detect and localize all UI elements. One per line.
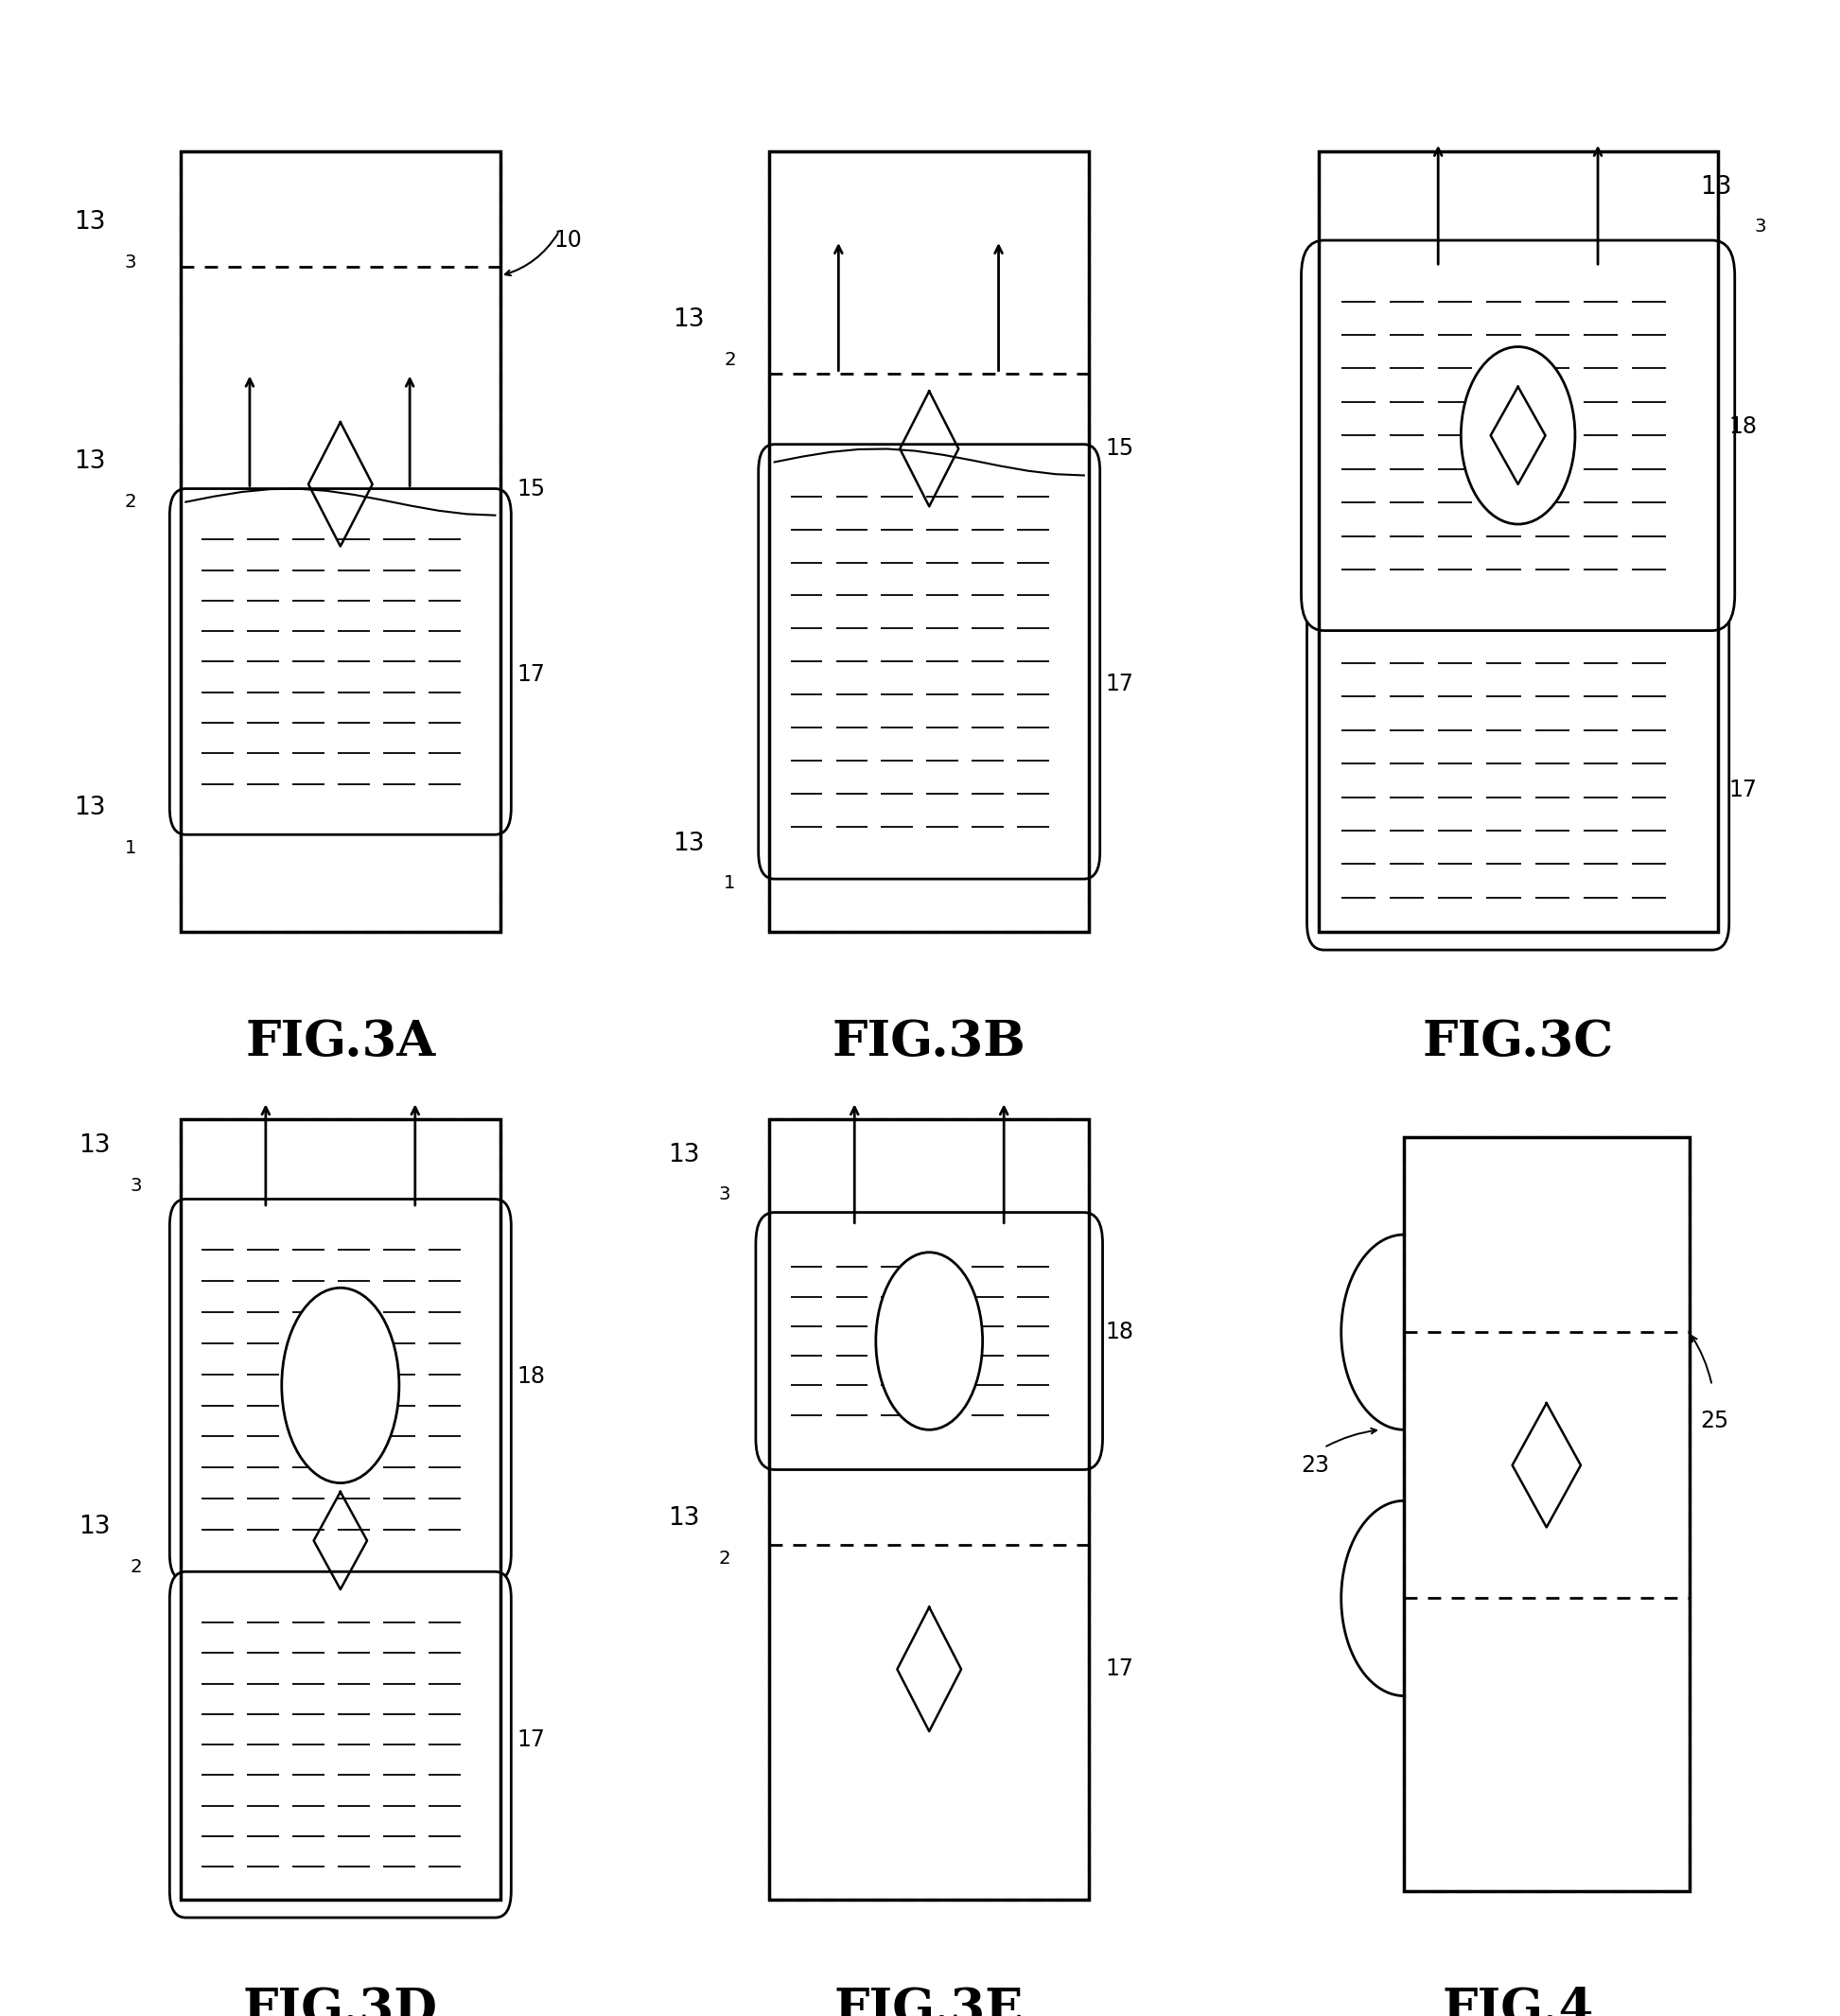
Text: FIG.3D: FIG.3D [243,1986,438,2016]
Text: 13: 13 [74,796,105,821]
FancyBboxPatch shape [169,488,512,835]
Text: 18: 18 [1730,415,1757,437]
Text: 13: 13 [668,1143,699,1167]
Bar [769,1119,1089,1899]
Text: 13: 13 [79,1133,110,1159]
Text: FIG.3C: FIG.3C [1422,1018,1614,1066]
Text: 13: 13 [74,210,105,236]
Circle shape [1461,347,1575,524]
Text: FIG.3B: FIG.3B [832,1018,1027,1066]
Text: FIG.3E: FIG.3E [834,1986,1025,2016]
Text: 13: 13 [79,1514,110,1540]
Text: 17: 17 [1730,778,1757,802]
Text: 13: 13 [668,1506,699,1530]
Bar [1317,151,1717,931]
Text: 13: 13 [74,450,105,474]
Text: 2: 2 [723,351,736,369]
Circle shape [876,1252,983,1429]
Text: 3: 3 [718,1185,730,1204]
FancyBboxPatch shape [169,1572,512,1917]
Text: 13: 13 [1700,175,1731,200]
Text: 2: 2 [125,494,136,510]
Text: 17: 17 [517,663,545,685]
FancyBboxPatch shape [1306,569,1730,950]
Text: 25: 25 [1700,1409,1730,1431]
Text: 1: 1 [723,875,736,893]
Bar [180,1119,500,1899]
Text: 3: 3 [1755,218,1766,236]
Text: 3: 3 [125,254,136,272]
FancyBboxPatch shape [1301,240,1735,631]
Text: 1: 1 [125,839,136,857]
Text: 18: 18 [517,1365,545,1387]
Text: 10: 10 [554,230,581,252]
Text: 17: 17 [517,1730,545,1752]
Text: 15: 15 [517,478,545,500]
Text: 13: 13 [673,831,705,857]
Bar [1404,1137,1689,1891]
FancyBboxPatch shape [756,1212,1102,1470]
Text: 13: 13 [673,308,705,333]
Text: 17: 17 [1106,1657,1133,1681]
Bar [180,151,500,931]
Text: FIG.4: FIG.4 [1443,1986,1593,2016]
Text: 18: 18 [1106,1320,1133,1343]
Text: 23: 23 [1301,1454,1330,1476]
Circle shape [282,1288,399,1484]
Text: 17: 17 [1106,673,1133,696]
Text: 2: 2 [718,1550,730,1566]
Bar [769,151,1089,931]
Text: 3: 3 [129,1177,142,1195]
FancyBboxPatch shape [758,444,1100,879]
Text: 2: 2 [129,1558,142,1577]
Text: 15: 15 [1106,437,1133,460]
FancyBboxPatch shape [169,1200,512,1581]
Text: FIG.3A: FIG.3A [245,1018,436,1066]
